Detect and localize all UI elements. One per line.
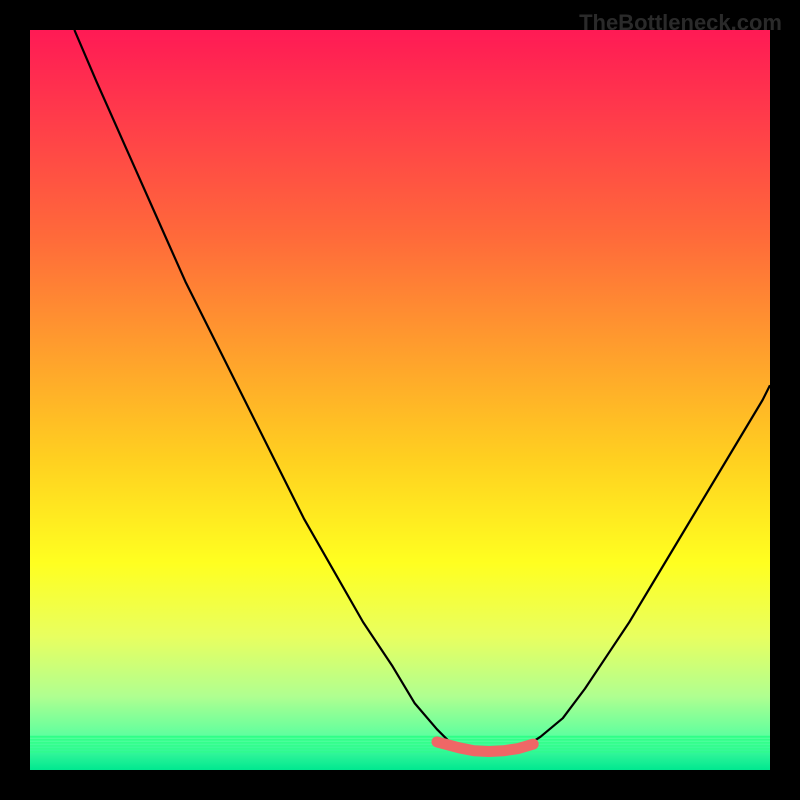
watermark-text: TheBottleneck.com bbox=[579, 10, 782, 36]
chart-svg bbox=[30, 30, 770, 770]
chart-frame: TheBottleneck.com bbox=[0, 0, 800, 800]
gradient-background bbox=[30, 30, 770, 770]
